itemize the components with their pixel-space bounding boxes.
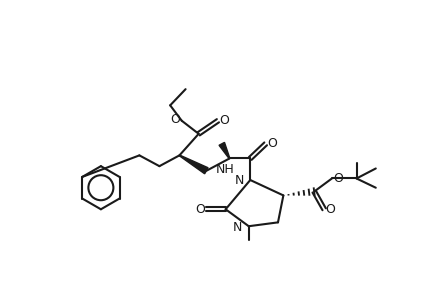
Text: O: O <box>267 137 277 150</box>
Text: N: N <box>235 174 244 187</box>
Text: O: O <box>171 114 180 126</box>
Text: O: O <box>195 203 205 216</box>
Polygon shape <box>179 155 208 174</box>
Polygon shape <box>219 142 230 159</box>
Text: N: N <box>233 221 243 234</box>
Text: O: O <box>333 172 343 185</box>
Text: O: O <box>325 203 335 216</box>
Text: O: O <box>219 114 229 127</box>
Text: NH: NH <box>216 163 234 176</box>
